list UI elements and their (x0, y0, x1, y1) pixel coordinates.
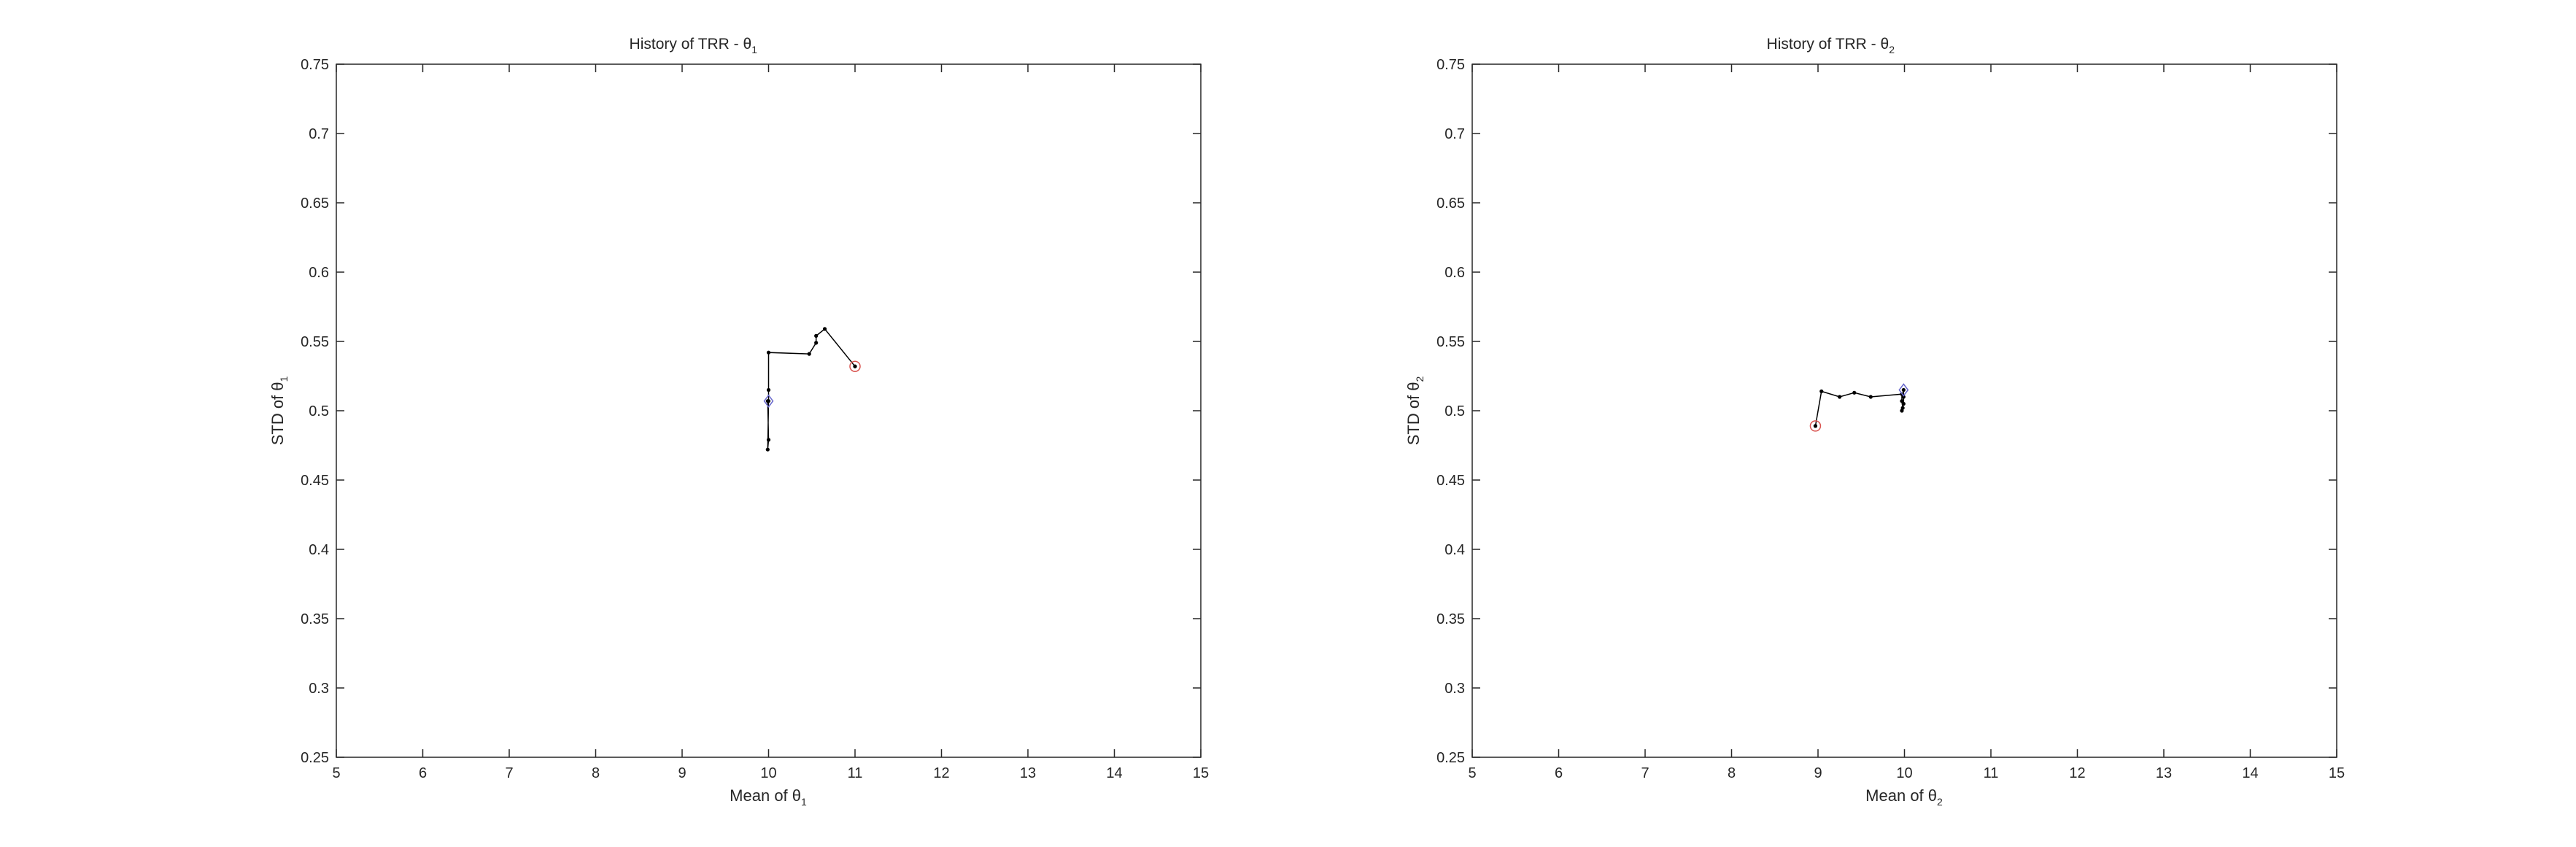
x-tick-label: 13 (2156, 765, 2172, 781)
x-tick-label: 12 (933, 765, 949, 781)
data-point (766, 350, 771, 355)
start-marker (849, 360, 861, 372)
start-marker-center (1813, 424, 1818, 428)
y-tick-label: 0.5 (309, 403, 329, 419)
data-point (1900, 399, 1904, 403)
data-point (1901, 387, 1906, 392)
data-point (765, 447, 770, 452)
data-point (1838, 395, 1842, 399)
x-tick-label: 8 (1728, 765, 1736, 781)
y-tick-label: 0.6 (1444, 265, 1465, 281)
end-marker (1898, 383, 1909, 397)
y-tick-label: 0.25 (301, 750, 329, 766)
data-point (766, 387, 771, 392)
x-tick-label: 11 (848, 765, 863, 781)
x-tick-label: 15 (1193, 765, 1209, 781)
end-marker (763, 394, 774, 408)
data-marks (763, 327, 861, 452)
y-tick-label: 0.3 (1444, 681, 1465, 697)
x-tick-label: 13 (1020, 765, 1036, 781)
data-point (1819, 389, 1824, 394)
x-axis-label: Mean of θ1 (730, 786, 807, 808)
y-axis-label: STD of θ2 (1404, 376, 1426, 445)
data-point (1901, 395, 1906, 399)
y-tick-label: 0.25 (1436, 750, 1465, 766)
y-tick-label: 0.45 (301, 473, 329, 489)
y-tick-label: 0.4 (1444, 542, 1465, 558)
data-marks (1809, 383, 1909, 432)
x-tick-label: 5 (1468, 765, 1476, 781)
plot-area-frame (1471, 63, 2337, 758)
data-point (814, 333, 819, 338)
data-point (1900, 409, 1904, 413)
x-tick-label: 11 (1984, 765, 1999, 781)
start-marker (1809, 420, 1822, 432)
y-tick-label: 0.65 (1436, 196, 1465, 212)
data-point (1901, 401, 1906, 406)
x-tick-label: 9 (678, 765, 686, 781)
chart-theta-1: History of TRR - θ1 Mean of θ1 STD of θ1… (268, 36, 1209, 808)
x-tick-label: 12 (2069, 765, 2085, 781)
y-axis-label: STD of θ1 (268, 376, 290, 445)
data-point (1868, 395, 1873, 399)
y-tick-label: 0.75 (1436, 57, 1465, 73)
y-tick-label: 0.75 (301, 57, 329, 73)
y-tick-label: 0.65 (301, 196, 329, 212)
data-point (822, 327, 827, 331)
y-tick-label: 0.3 (309, 681, 329, 697)
y-tick-label: 0.6 (309, 265, 329, 281)
x-tick-label: 10 (1896, 765, 1912, 781)
y-tick-label: 0.7 (309, 126, 329, 142)
x-tick-label: 7 (1641, 765, 1649, 781)
data-point (1852, 390, 1857, 395)
x-tick-label: 9 (1814, 765, 1822, 781)
y-tick-label: 0.4 (309, 542, 329, 558)
x-tick-label: 14 (1106, 765, 1122, 781)
data-point (814, 341, 819, 345)
data-point (807, 352, 811, 356)
start-marker-center (853, 364, 857, 368)
x-tick-label: 15 (2329, 765, 2345, 781)
data-point (765, 399, 770, 403)
axis-ticks: 5 6 7 8 9 10 11 12 13 14 15 0.25 0.3 0.35 0.4 0.45 0.5 0.… (301, 57, 1209, 781)
y-tick-label: 0.5 (1444, 403, 1465, 419)
y-tick-label: 0.7 (1444, 126, 1465, 142)
chart-title: History of TRR - θ1 (630, 36, 758, 55)
y-tick-label: 0.55 (1436, 334, 1465, 350)
x-tick-label: 5 (332, 765, 340, 781)
chart-theta-2: History of TRR - θ2 Mean of θ2 STD of θ2… (1404, 36, 2345, 808)
x-tick-label: 14 (2242, 765, 2258, 781)
y-tick-label: 0.35 (301, 611, 329, 627)
x-tick-label: 10 (760, 765, 776, 781)
x-axis-label: Mean of θ2 (1865, 786, 1943, 808)
y-tick-label: 0.35 (1436, 611, 1465, 627)
x-tick-label: 6 (1555, 765, 1563, 781)
y-tick-label: 0.45 (1436, 473, 1465, 489)
data-point (766, 438, 771, 442)
chart-title: History of TRR - θ2 (1767, 36, 1895, 55)
x-tick-label: 6 (419, 765, 427, 781)
x-tick-label: 8 (592, 765, 600, 781)
x-tick-label: 7 (505, 765, 513, 781)
axis-ticks: 5 6 7 8 9 10 11 12 13 14 15 0.25 0.3 0.35 0.4 0.45 0.5 0.… (1436, 57, 2345, 781)
y-tick-label: 0.55 (301, 334, 329, 350)
